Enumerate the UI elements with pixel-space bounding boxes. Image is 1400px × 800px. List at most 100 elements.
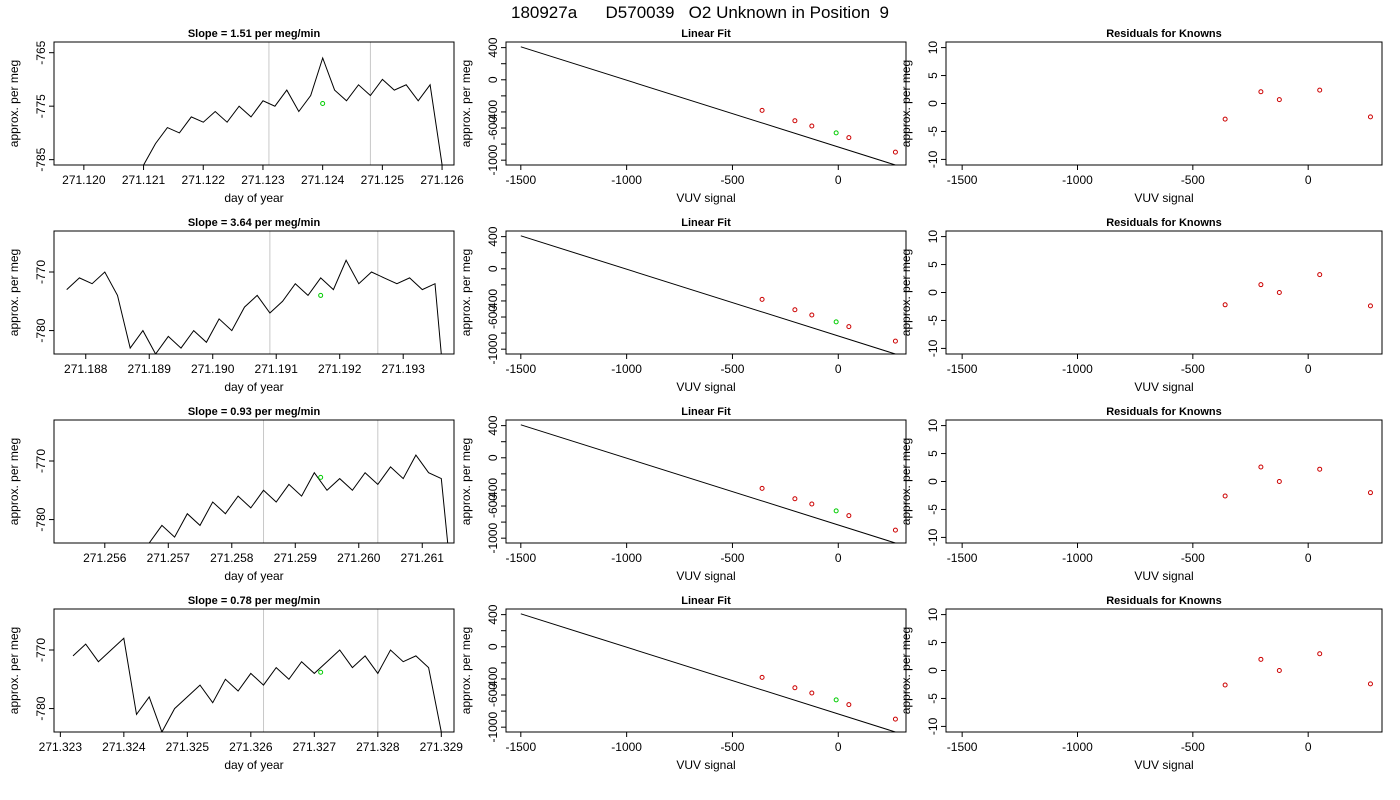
known-point: [892, 338, 898, 344]
known-point: [759, 674, 765, 680]
x-tick-label: 271.258: [210, 551, 254, 565]
y-tick-label: -5: [926, 315, 940, 326]
residual-point: [1276, 479, 1282, 484]
residual-point: [1367, 490, 1373, 496]
plot-area: [72, 637, 442, 732]
residual-point: [1317, 651, 1323, 657]
fit-line: [520, 235, 896, 354]
chart-panel-7: Slope = 0.93 per meg/min 271.256 271.257 27…: [7, 406, 455, 583]
y-tick-label: -765: [34, 40, 48, 64]
chart-title: Linear Fit: [681, 595, 731, 607]
y-tick-label: 10: [926, 608, 940, 622]
x-tick-label: -1000: [611, 551, 642, 565]
y-tick-label: 5: [926, 72, 940, 79]
y-axis-label: approx. per meg: [459, 627, 473, 714]
y-axis-label: approx. per meg: [7, 249, 21, 336]
known-point: [759, 485, 765, 491]
chart-panel-8: Linear Fit -1500 -1000 -500 0 -1000 -600-400 0 4…: [459, 406, 907, 583]
chart-panel-2: Linear Fit -1500 -1000 -500 0 -1000 -600-400 0 4…: [459, 28, 907, 205]
plot-frame: [53, 608, 455, 733]
plot-area: [1222, 87, 1373, 122]
plot-area: [148, 454, 449, 543]
residual-point: [1276, 668, 1282, 673]
plot-area: [520, 235, 898, 354]
chart-title: Residuals for Knowns: [1106, 28, 1222, 40]
chart-panel-9: Residuals for Knowns -1500 -1000 -500 0 -10 -5…: [899, 406, 1383, 583]
x-tick-label: -1500: [505, 740, 536, 754]
y-tick-label: -780: [34, 318, 48, 342]
fit-line: [520, 613, 896, 732]
fit-line: [520, 424, 896, 543]
chart-title: Slope = 3.64 per meg/min: [188, 217, 321, 229]
x-tick-label: -1500: [947, 173, 978, 187]
y-axis-label: approx. per meg: [899, 438, 913, 525]
y-tick-label: -5: [926, 693, 940, 704]
y-tick-label: 0: [486, 454, 500, 461]
chart-title: Slope = 0.78 per meg/min: [188, 595, 321, 607]
y-tick-label: 5: [926, 450, 940, 457]
y-tick-label: -1000: [486, 145, 500, 176]
x-tick-label: -500: [720, 740, 744, 754]
chart-panel-10: Slope = 0.78 per meg/min 271.323 271.324 27…: [7, 595, 463, 772]
y-tick-label: -785: [34, 147, 48, 171]
x-tick-label: -500: [1181, 362, 1205, 376]
data-series-line: [72, 637, 442, 732]
residual-point: [1367, 681, 1373, 687]
known-point: [846, 513, 852, 519]
plot-area: [66, 259, 442, 354]
x-tick-label: 271.126: [420, 173, 464, 187]
x-axis-label: VUV signal: [1134, 758, 1193, 772]
x-axis-label: day of year: [224, 191, 283, 205]
unknown-marker: [318, 292, 324, 298]
residual-point: [1222, 682, 1228, 688]
chart-panel-12: Residuals for Knowns -1500 -1000 -500 0 -10 -5…: [899, 595, 1383, 772]
y-tick-label: -5: [926, 504, 940, 515]
x-tick-label: 271.121: [122, 173, 166, 187]
residual-point: [1367, 303, 1373, 309]
residual-point: [1317, 272, 1323, 278]
plot-frame: [53, 41, 455, 166]
y-tick-label: 0: [926, 100, 940, 107]
x-tick-label: 271.329: [420, 740, 464, 754]
y-axis-label: approx. per meg: [899, 249, 913, 336]
x-tick-label: -1000: [1062, 362, 1093, 376]
plot-frame: [53, 419, 455, 544]
x-tick-label: 271.327: [293, 740, 337, 754]
x-tick-label: 271.325: [166, 740, 210, 754]
residual-point: [1276, 97, 1282, 103]
plot-area: [1222, 651, 1373, 688]
unknown-point: [833, 319, 839, 325]
x-tick-label: 271.193: [382, 362, 426, 376]
chart-title: Residuals for Knowns: [1106, 595, 1222, 607]
y-tick-label: -10: [926, 339, 940, 357]
x-tick-label: -1500: [947, 362, 978, 376]
plot-area: [143, 56, 443, 165]
y-tick-label: -600: [486, 494, 500, 518]
y-tick-label: -10: [926, 528, 940, 546]
y-tick-label: -770: [34, 638, 48, 662]
plot-area: [520, 424, 898, 543]
chart-title: Linear Fit: [681, 217, 731, 229]
known-point: [809, 501, 815, 507]
x-tick-label: 271.257: [147, 551, 191, 565]
data-series-line: [66, 259, 442, 354]
x-tick-label: 271.261: [401, 551, 445, 565]
y-tick-label: 400: [486, 226, 500, 246]
x-tick-label: 0: [835, 173, 842, 187]
x-axis-label: VUV signal: [676, 380, 735, 394]
chart-panel-4: Slope = 3.64 per meg/min 271.188 271.189 27…: [7, 217, 455, 394]
x-axis-label: VUV signal: [676, 191, 735, 205]
x-tick-label: -1500: [505, 551, 536, 565]
y-tick-label: -600: [486, 116, 500, 140]
plot-frame: [945, 608, 1383, 733]
y-tick-label: -770: [34, 260, 48, 284]
plot-area: [1222, 272, 1373, 309]
unknown-marker: [318, 669, 324, 675]
residual-point: [1222, 302, 1228, 308]
x-tick-label: 271.122: [182, 173, 226, 187]
residual-point: [1222, 116, 1228, 122]
y-axis-label: approx. per meg: [899, 60, 913, 147]
chart-panel-11: Linear Fit -1500 -1000 -500 0 -1000 -600-400 0 4…: [459, 595, 907, 772]
unknown-point: [833, 697, 839, 703]
